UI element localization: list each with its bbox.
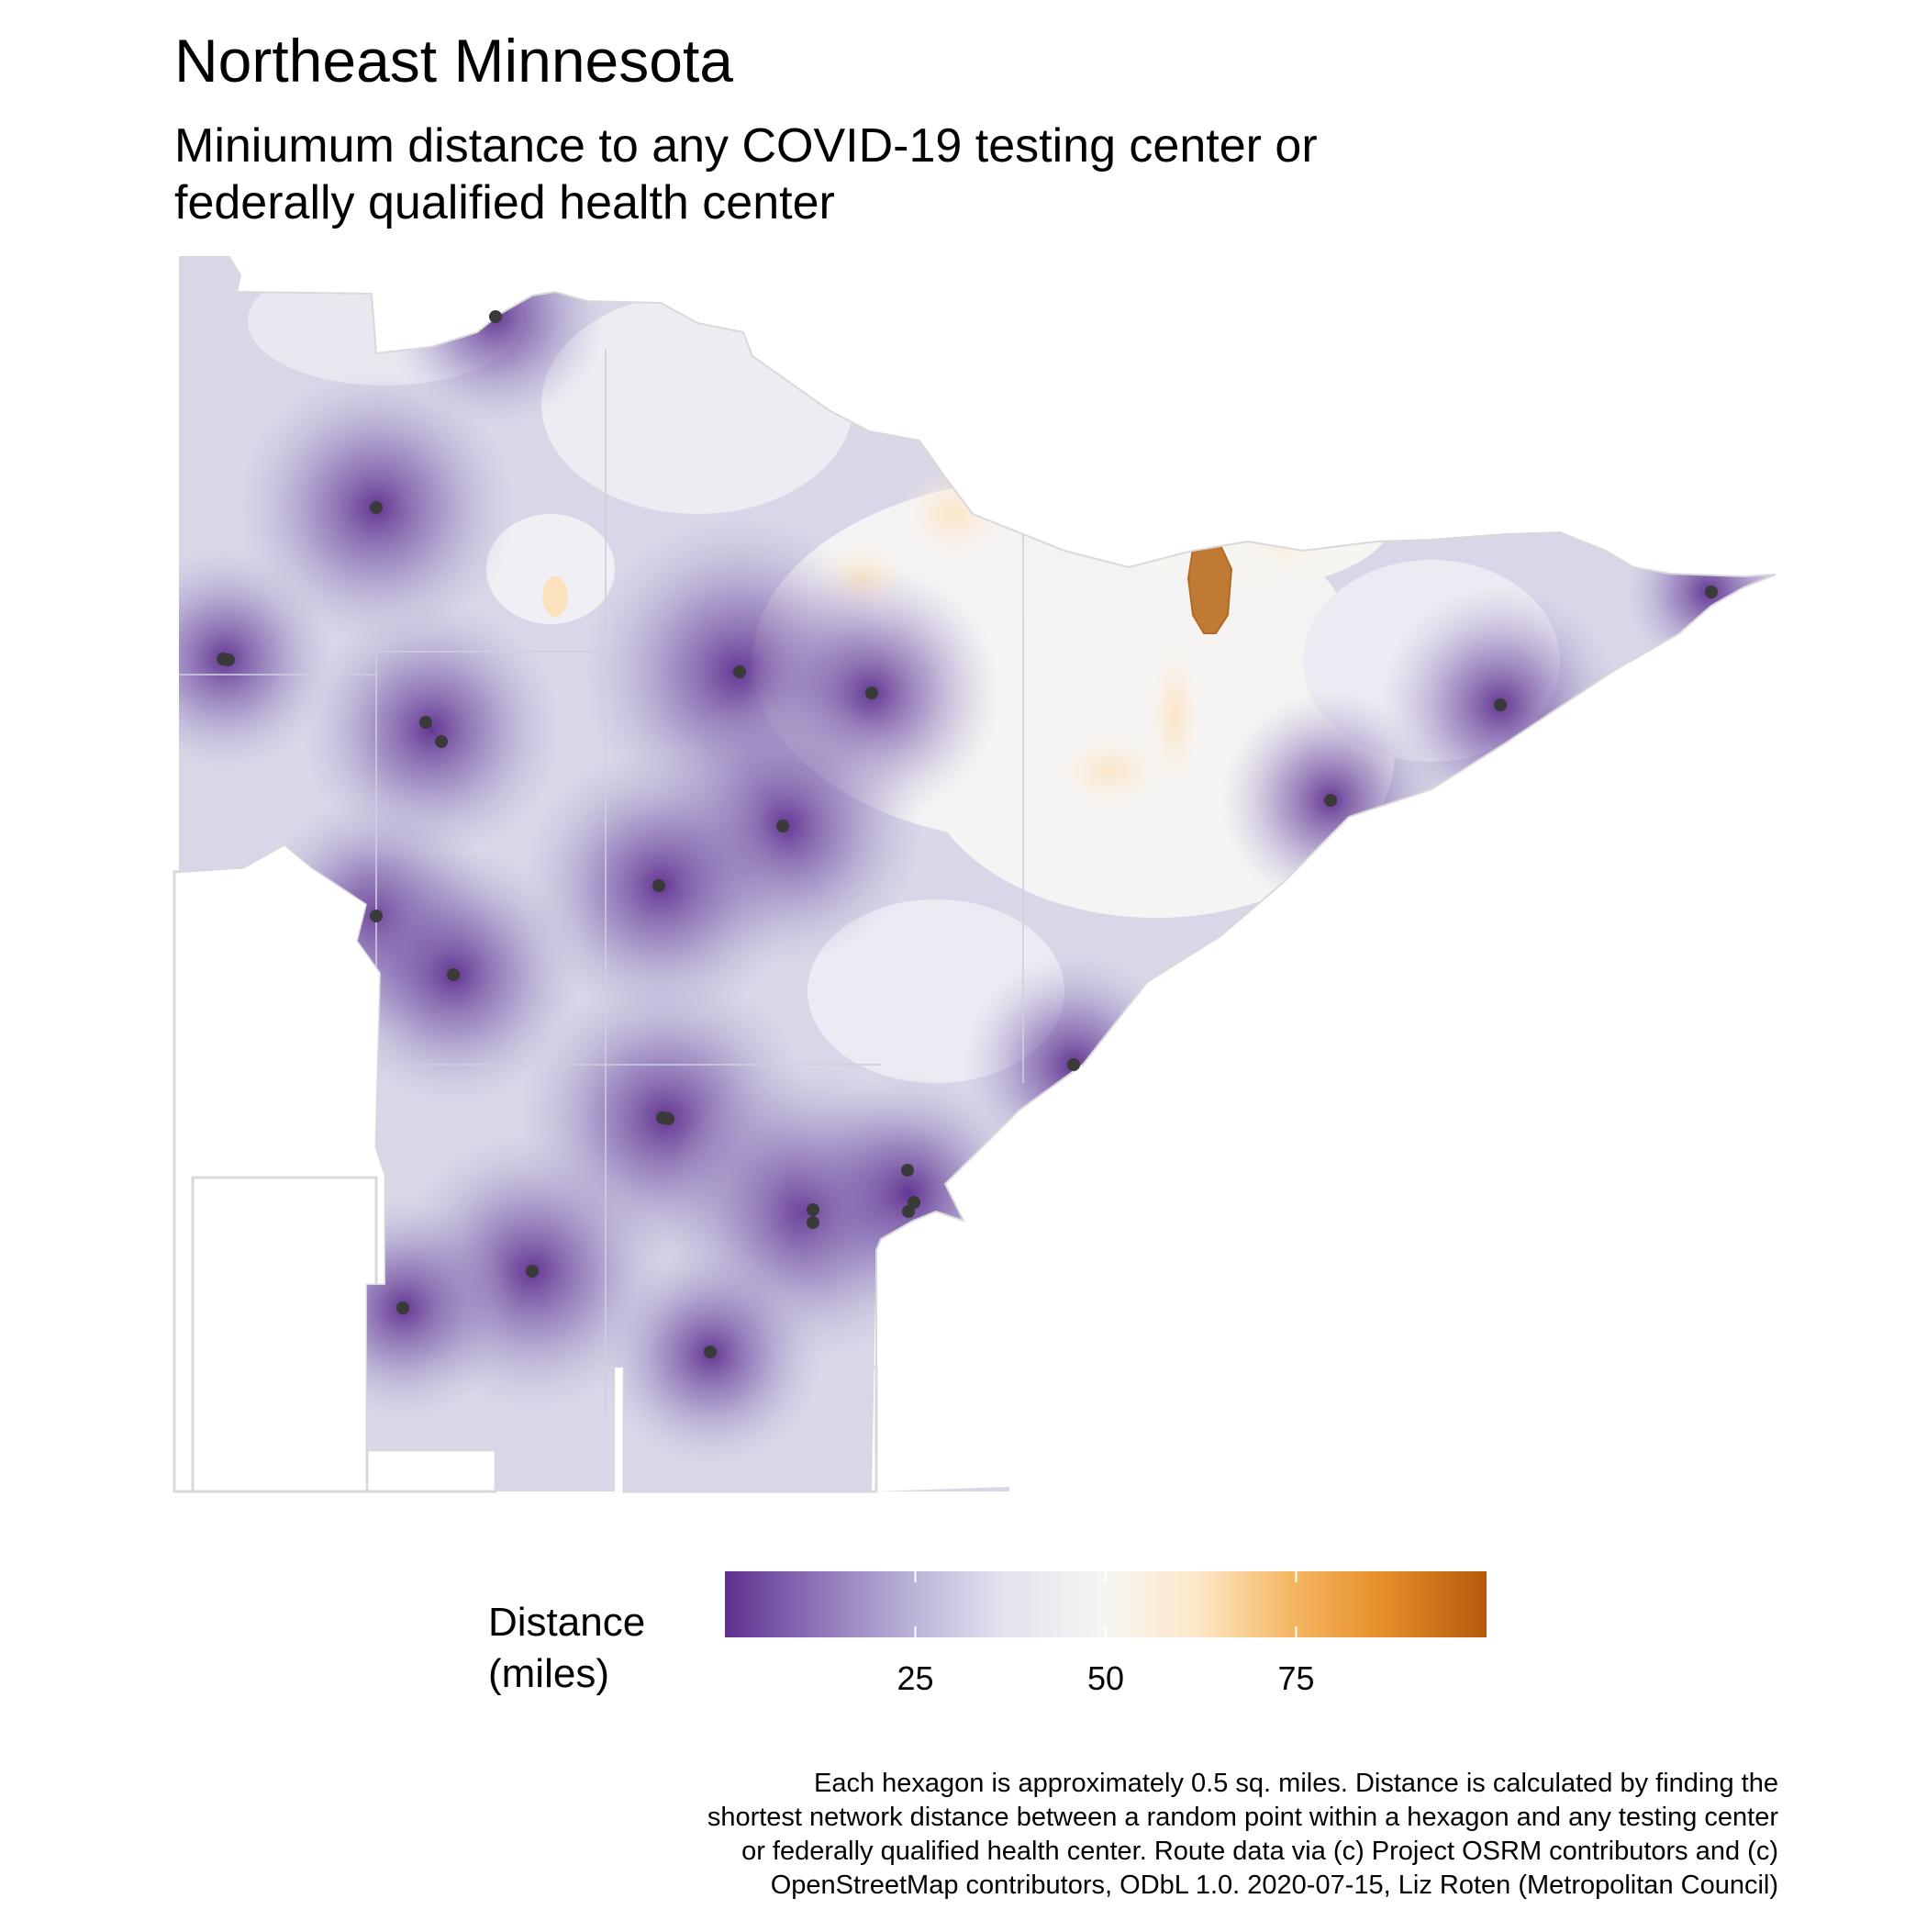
testing-center-point <box>396 1301 409 1314</box>
testing-center-point <box>733 665 746 678</box>
legend-tick-label: 75 <box>1277 1659 1315 1697</box>
testing-center-point <box>435 735 448 748</box>
testing-center-point <box>1494 698 1507 711</box>
legend-tick-label: 25 <box>897 1659 934 1697</box>
legend-tick-label: 50 <box>1086 1659 1125 1697</box>
distance-hexagon-layer <box>179 257 1776 1491</box>
testing-center-point <box>419 716 432 729</box>
map-caption: Each hexagon is approximately 0.5 sq. mi… <box>494 1767 1778 1903</box>
testing-center-point <box>865 687 878 699</box>
testing-center-point <box>447 968 460 981</box>
legend-title-line-1: Distance <box>488 1600 646 1645</box>
testing-center-point <box>1067 1058 1080 1071</box>
map-title: Northeast Minnesota <box>174 27 733 95</box>
testing-center-point <box>807 1203 819 1216</box>
testing-center-point <box>526 1265 539 1278</box>
testing-center-point <box>662 1112 674 1125</box>
testing-center-point <box>1324 794 1337 807</box>
testing-center-point <box>370 501 383 514</box>
caption-line-4: OpenStreetMap contributors, ODbL 1.0. 20… <box>770 1871 1778 1900</box>
subtitle-line-1: Miniumum distance to any COVID-19 testin… <box>174 119 1318 173</box>
subtitle-line-2: federally qualified health center <box>174 176 835 229</box>
testing-center-point <box>901 1164 914 1177</box>
testing-center-point <box>1705 586 1718 598</box>
map-subtitle: Miniumum distance to any COVID-19 testin… <box>174 117 1551 231</box>
caption-line-3: or federally qualified health center. Ro… <box>741 1837 1778 1866</box>
testing-center-point <box>807 1216 819 1229</box>
testing-center-point <box>489 310 502 323</box>
testing-center-point <box>902 1205 915 1218</box>
legend-ticks <box>914 1571 1298 1637</box>
testing-center-points <box>217 310 1718 1358</box>
testing-center-point <box>652 879 665 892</box>
testing-center-point <box>776 820 789 832</box>
legend-title: Distance (miles) <box>488 1597 645 1700</box>
testing-center-point <box>370 910 383 922</box>
testing-center-point <box>222 653 235 666</box>
region-outline <box>179 256 1777 1368</box>
caption-line-2: shortest network distance between a rand… <box>707 1803 1778 1832</box>
legend-title-line-2: (miles) <box>488 1651 609 1696</box>
caption-line-1: Each hexagon is approximately 0.5 sq. mi… <box>813 1769 1778 1798</box>
testing-center-point <box>704 1346 717 1358</box>
